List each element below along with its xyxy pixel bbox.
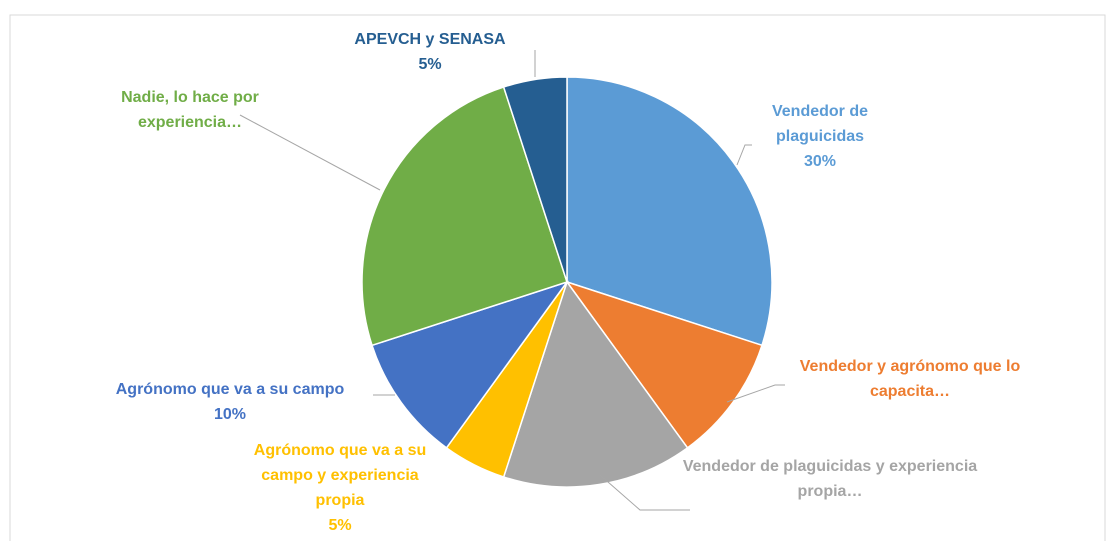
label-line: plaguicidas [776,128,864,145]
pie-slice [361,86,568,347]
slice-label: Vendedor de plaguicidas [772,103,868,145]
leader-line [726,384,785,403]
value-label: 5% [328,517,351,534]
label-line: experiencia… [138,114,242,131]
leader-line [599,474,690,511]
label-line: Vendedor de plaguicidas y experiencia [683,458,977,475]
slice-label: Agrónomo que va a su campo [116,381,345,398]
label-line: propia [316,492,365,509]
label-line: Vendedor y agrónomo que lo [800,358,1021,375]
label-line: Nadie, lo hace por [121,89,259,106]
label-line: Vendedor de [772,103,868,120]
pie-slice [565,280,763,449]
slice-label: Vendedor de plaguicidas y experiencia pro… [683,458,977,500]
slice-label: Vendedor y agrónomo que lo capacita… [800,358,1021,400]
pie-slice [566,76,773,347]
slice-label: APEVCH y SENASA [354,31,506,48]
value-label: 10% [214,406,246,423]
label-line: capacita… [870,383,950,400]
pie-slice [502,280,689,488]
value-label: 5% [418,56,441,73]
leader-line [239,114,381,191]
pie-slice [371,280,569,449]
label-line: Agrónomo que va a su [254,442,426,459]
chart-frame [9,14,1106,541]
label-line: APEVCH y SENASA [354,31,506,48]
value-label: 30% [804,153,836,170]
pie-slice [502,76,568,283]
label-line: campo y experiencia [261,467,419,484]
slice-label: Agrónomo que va a su campo y experiencia p… [254,442,426,509]
label-line: propia… [798,483,863,500]
leader-line [736,144,752,166]
slice-label: Nadie, lo hace por experiencia… [121,89,259,131]
label-line: Agrónomo que va a su campo [116,381,345,398]
